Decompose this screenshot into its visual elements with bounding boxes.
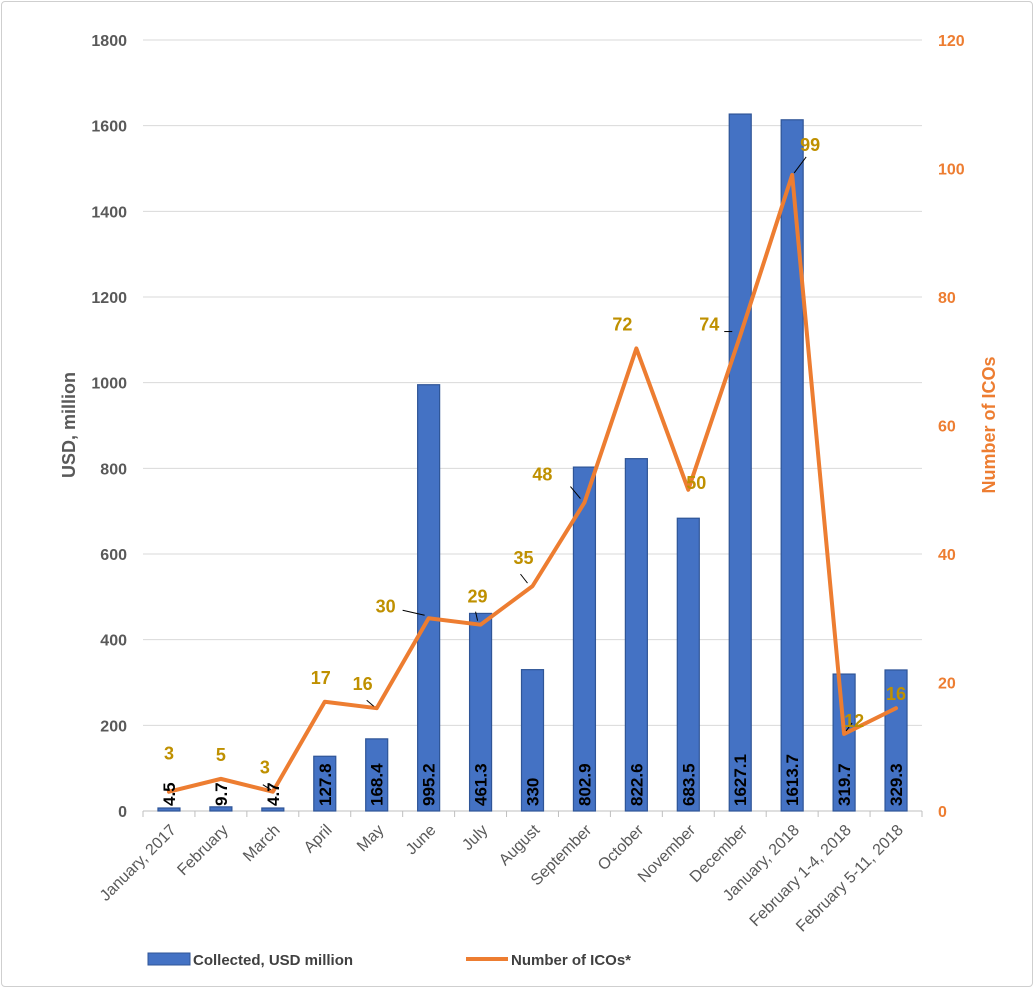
bar-value-label: 9.7 [212, 782, 231, 806]
bar [365, 738, 389, 812]
bar-value-label: 4.7 [264, 782, 283, 806]
bar-value-label: 127.8 [316, 763, 335, 806]
leader-line [520, 573, 528, 584]
bar-value-label: 4.5 [160, 782, 179, 806]
line-value-label: 50 [686, 473, 706, 493]
left-axis-title: USD, million [59, 372, 79, 478]
line-value-label: 12 [844, 711, 864, 731]
left-tick-label: 400 [100, 633, 127, 650]
right-tick-label: 80 [938, 290, 956, 307]
bar-value-label: 802.9 [575, 763, 594, 806]
line-value-label: 30 [376, 596, 396, 616]
x-tick-label: October [595, 821, 648, 874]
bar-value-label: 329.3 [887, 763, 906, 806]
leader-line [402, 609, 425, 616]
ico-count-line [166, 172, 899, 794]
line-value-label: 16 [886, 684, 906, 704]
legend-line-label: Number of ICOs* [511, 952, 631, 969]
line-series [166, 172, 899, 794]
line-value-label: 48 [532, 465, 552, 485]
x-tick-label: February 1-4, 2018 [747, 822, 855, 930]
x-tick-label: February 5-11, 2018 [793, 822, 907, 936]
bar [313, 755, 337, 812]
line-value-label: 16 [353, 674, 373, 694]
bar-value-label: 822.6 [627, 763, 646, 806]
line-value-label: 5 [216, 745, 226, 765]
x-tick-label: January, 2017 [97, 822, 180, 905]
bar-value-label: 168.4 [368, 763, 387, 806]
right-tick-label: 100 [938, 162, 965, 179]
bar-value-label: 461.3 [472, 763, 491, 806]
legend: Collected, USD million Number of ICOs* [147, 952, 631, 969]
x-tick-label: July [459, 822, 491, 854]
left-tick-label: 1800 [91, 33, 127, 50]
line-value-label: 29 [468, 587, 488, 607]
bar [676, 517, 700, 812]
right-tick-label: 40 [938, 547, 956, 564]
right-tick-label: 120 [938, 33, 965, 50]
right-tick-label: 20 [938, 676, 956, 693]
left-tick-label: 1200 [91, 290, 127, 307]
bar-value-label: 1627.1 [731, 754, 750, 806]
right-axis-title: Number of ICOs [979, 356, 999, 493]
bar-value-label: 330 [524, 778, 543, 806]
line-value-label: 17 [311, 668, 331, 688]
bar [520, 669, 545, 812]
line-value-label: 3 [260, 758, 270, 778]
left-tick-label: 200 [100, 718, 127, 735]
right-axis-ticks: 0 20 40 60 80 100 120 [938, 33, 965, 821]
left-tick-label: 600 [100, 547, 127, 564]
leader-lines [262, 156, 853, 791]
bar-value-label: 319.7 [835, 763, 854, 806]
leader-line [793, 156, 807, 174]
leader-line [366, 699, 375, 707]
legend-bar-swatch [147, 952, 191, 966]
x-tick-label: April [301, 822, 336, 857]
bar [780, 119, 804, 812]
bar [572, 466, 597, 812]
line-value-label: 72 [612, 314, 632, 334]
bar [728, 113, 752, 812]
left-tick-label: 800 [100, 461, 127, 478]
bar [468, 612, 493, 812]
leader-line [845, 722, 853, 732]
left-tick-label: 1400 [91, 204, 127, 221]
leader-line [262, 784, 272, 791]
left-axis-ticks: 0 200 400 600 800 1000 1200 1400 1600 1800 [91, 33, 127, 821]
bar [261, 807, 285, 812]
line-value-label: 3 [164, 744, 174, 764]
x-tick-label: June [403, 822, 440, 859]
bar-series [157, 113, 908, 812]
bar [157, 807, 181, 812]
bar [832, 673, 856, 812]
left-tick-label: 1000 [91, 376, 127, 393]
left-tick-label: 1600 [91, 119, 127, 136]
bar [884, 669, 908, 812]
x-tick-label: February [174, 822, 231, 879]
bar [624, 458, 648, 812]
x-tick-label: August [496, 821, 544, 869]
leader-line [570, 486, 581, 499]
bar-value-label: 995.2 [420, 763, 439, 806]
x-tick-label: March [240, 822, 283, 865]
bar [417, 384, 441, 812]
line-value-label: 35 [513, 548, 533, 568]
left-tick-label: 0 [118, 804, 127, 821]
right-tick-label: 60 [938, 419, 956, 436]
leader-line [475, 611, 479, 621]
line-value-label: 99 [800, 135, 820, 155]
line-value-label: 74 [699, 315, 719, 335]
x-tick-label: May [354, 822, 387, 855]
bar-data-labels: 4.5 9.7 4.7 127.8 168.4 995.2 461.3 330 802.9 822… [160, 754, 906, 806]
bar-value-label: 1613.7 [783, 754, 802, 806]
legend-bar-label: Collected, USD million [193, 952, 353, 969]
bar [209, 806, 233, 812]
right-tick-label: 0 [938, 804, 947, 821]
bar-value-label: 683.5 [679, 763, 698, 806]
